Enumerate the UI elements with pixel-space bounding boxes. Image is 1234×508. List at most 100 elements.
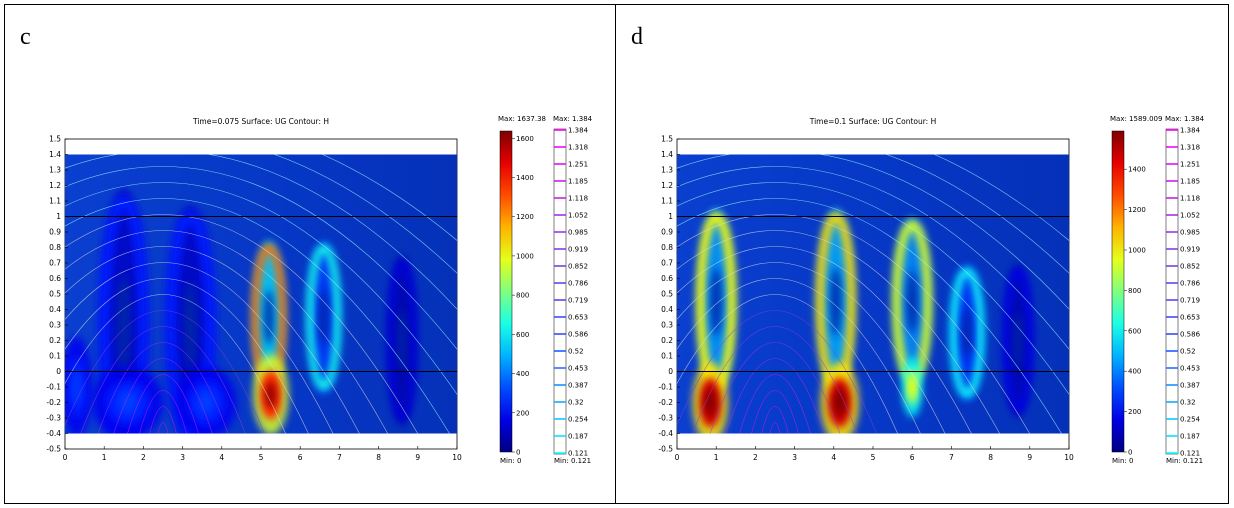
y-tick-label: 0.9: [661, 228, 673, 237]
y-tick-label: 0.3: [661, 321, 673, 330]
contour-colorbar-label: 1.251: [1180, 161, 1200, 169]
y-tick-label: 0.5: [661, 290, 673, 299]
contour-line: [725, 358, 825, 434]
contour-colorbar-label: 1.118: [1180, 195, 1200, 203]
surface-colorbar-label: 1200: [1128, 206, 1146, 214]
contour-line: [80, 326, 246, 434]
y-tick-label: 1.2: [49, 181, 61, 190]
contour-colorbar-label: 0.453: [568, 365, 588, 373]
contour-colorbar-label: 0.121: [568, 450, 588, 458]
contour-colorbar-label: 0.187: [568, 433, 588, 441]
hotspot-core: [116, 275, 131, 375]
x-tick-label: 7: [949, 453, 954, 462]
hotspot-ring: [1003, 267, 1034, 414]
y-tick-label: 0.3: [49, 321, 61, 330]
y-tick-label: 0.8: [661, 243, 673, 252]
y-tick-label: 1.5: [661, 135, 673, 144]
panel-d-label: d: [631, 24, 643, 50]
hotspot-peak: [704, 388, 716, 417]
y-tick-label: -0.3: [46, 414, 61, 423]
contour-colorbar-label: 1.384: [1180, 127, 1201, 135]
contour-colorbar-label: 0.919: [1180, 246, 1200, 254]
hotspot-core: [962, 307, 972, 358]
y-tick-label: -0.4: [658, 429, 673, 438]
contour-colorbar-label: 0.653: [568, 314, 588, 322]
contour-colorbar: [1165, 128, 1179, 455]
y-tick-label: 1.4: [661, 150, 673, 159]
x-tick-label: 4: [219, 453, 224, 462]
x-tick-label: 5: [871, 453, 876, 462]
y-tick-label: 1.1: [49, 197, 61, 206]
contour-line: [65, 262, 334, 434]
y-tick-label: 0: [56, 367, 61, 376]
y-tick-label: -0.4: [46, 429, 61, 438]
x-tick-label: 8: [988, 453, 993, 462]
hotspot-core: [906, 270, 918, 333]
hotspot-core: [183, 281, 198, 369]
contour-colorbar-label: 0.52: [1180, 348, 1196, 356]
y-tick-label: 0.2: [49, 336, 61, 345]
hotspot-core: [710, 267, 722, 336]
y-tick-label: 0.7: [49, 259, 61, 268]
contour-line: [65, 166, 457, 350]
contour-colorbar-label: 0.52: [568, 348, 584, 356]
contour-line: [677, 166, 1069, 350]
x-tick-label: 5: [259, 453, 264, 462]
contour-lines: [677, 154, 1069, 434]
surface-colorbar: [1111, 130, 1125, 453]
x-tick-label: 4: [831, 453, 836, 462]
contour-colorbar-label: 0.719: [568, 297, 588, 305]
y-tick-label: 0: [668, 367, 673, 376]
x-tick-label: 6: [298, 453, 303, 462]
contour-colorbar-label: 1.318: [568, 144, 588, 152]
y-tick-label: -0.2: [46, 398, 61, 407]
contour-line: [677, 214, 1030, 434]
contour-line: [65, 294, 286, 434]
contour-colorbar-label: 1.052: [1180, 212, 1200, 220]
surface-colorbar-label: 1000: [516, 252, 534, 260]
contour-line: [709, 342, 841, 434]
contour-line: [97, 342, 229, 434]
y-tick-label: 1.1: [661, 197, 673, 206]
surface-max-label: Max: 1637.38: [498, 115, 546, 123]
contour-line: [769, 422, 781, 434]
y-tick-label: 1.5: [49, 135, 61, 144]
y-tick-label: 0.7: [661, 259, 673, 268]
x-tick-label: 6: [910, 453, 915, 462]
contour-line: [65, 198, 450, 434]
plot-title: Time=0.1 Surface: UG Contour: H: [809, 117, 936, 126]
surface-colorbar-label: 600: [1128, 327, 1141, 335]
surface-colorbar-label: 400: [516, 370, 529, 378]
contour-line: [677, 262, 946, 434]
contour-max-label: Max: 1.384: [553, 115, 593, 123]
hotspot-peak: [116, 389, 139, 416]
y-tick-label: 0.4: [49, 305, 61, 314]
contour-line: [65, 230, 388, 434]
contour-line: [65, 182, 457, 396]
contour-colorbar-label: 0.852: [1180, 263, 1200, 271]
contour-colorbar-label: 1.118: [568, 195, 588, 203]
hotspot-core: [830, 267, 842, 336]
y-tick-label: 0.1: [661, 352, 673, 361]
surface-max-label: Max: 1589.009: [1110, 115, 1162, 123]
y-tick-label: 0.6: [49, 274, 61, 283]
contour-line: [65, 214, 418, 434]
contour-colorbar-label: 0.121: [1180, 450, 1200, 458]
contour-colorbar-label: 0.387: [1180, 382, 1200, 390]
surface-colorbar-label: 1400: [1128, 166, 1146, 174]
panel-d-plot: Time=0.1 Surface: UG Contour: H 0 1 2 3 4 5 6 7 8…: [658, 115, 1204, 465]
y-tick-label: -0.1: [658, 383, 673, 392]
y-tick-label: 0.8: [49, 243, 61, 252]
x-tick-label: 1: [714, 453, 719, 462]
contour-line: [677, 278, 921, 434]
hotspot-peak: [72, 369, 82, 405]
y-tick-label: -0.5: [658, 445, 673, 454]
x-tick-label: 9: [415, 453, 420, 462]
y-tick-label: -0.2: [658, 398, 673, 407]
hotspot-peak: [833, 388, 846, 417]
domain-surface: [677, 154, 1069, 434]
contour-colorbar-label: 1.185: [568, 178, 588, 186]
contour-line: [677, 198, 1062, 434]
contour-colorbar-label: 0.254: [568, 416, 589, 424]
contour-line: [65, 246, 360, 434]
